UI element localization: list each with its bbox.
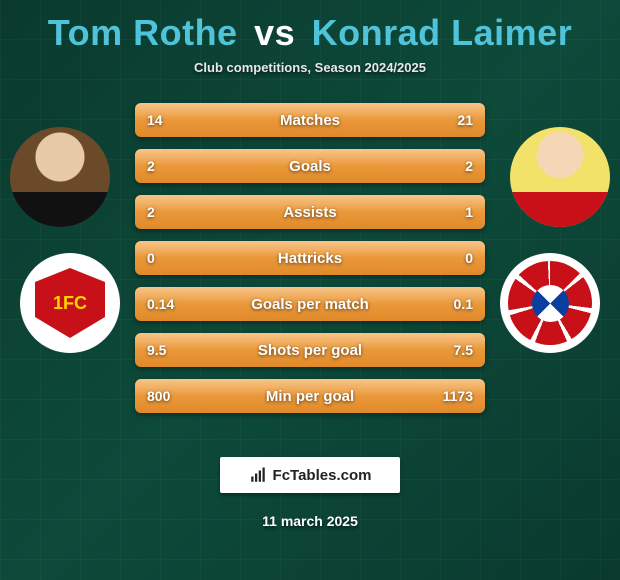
stat-value-left: 0.14 <box>147 296 174 312</box>
player2-name: Konrad Laimer <box>312 12 573 53</box>
stat-value-right: 1173 <box>443 388 473 404</box>
stat-row: 0 Hattricks 0 <box>135 241 485 275</box>
player1-photo-placeholder <box>10 127 110 227</box>
stat-row: 0.14 Goals per match 0.1 <box>135 287 485 321</box>
comparison-title: Tom Rothe vs Konrad Laimer <box>0 0 620 54</box>
comparison-stage: 1FC 14 Matches 21 2 Goals 2 2 Assists 1 0 Hattrick… <box>0 103 620 443</box>
stat-row: 800 Min per goal 1173 <box>135 379 485 413</box>
stat-label: Hattricks <box>278 250 342 267</box>
subtitle: Club competitions, Season 2024/2025 <box>0 60 620 75</box>
stat-label: Matches <box>280 112 340 129</box>
stat-value-right: 2 <box>465 158 473 174</box>
chart-icon <box>249 466 267 484</box>
player2-photo-placeholder <box>510 127 610 227</box>
stat-row: 2 Goals 2 <box>135 149 485 183</box>
player1-club-logo: 1FC <box>20 253 120 353</box>
stat-value-left: 2 <box>147 158 155 174</box>
stats-bars: 14 Matches 21 2 Goals 2 2 Assists 1 0 Hattricks 0 0.… <box>135 103 485 425</box>
stat-label: Goals <box>289 158 331 175</box>
stat-value-right: 21 <box>457 112 473 128</box>
stat-value-right: 0.1 <box>454 296 473 312</box>
stat-value-right: 7.5 <box>454 342 473 358</box>
stat-value-left: 0 <box>147 250 155 266</box>
player1-name: Tom Rothe <box>48 12 238 53</box>
stat-value-right: 0 <box>465 250 473 266</box>
stat-label: Min per goal <box>266 388 354 405</box>
bayern-munich-badge <box>508 261 592 345</box>
site-badge: FcTables.com <box>220 457 400 493</box>
player1-photo <box>10 127 110 227</box>
stat-value-left: 9.5 <box>147 342 166 358</box>
stat-value-left: 800 <box>147 388 170 404</box>
stat-row: 9.5 Shots per goal 7.5 <box>135 333 485 367</box>
union-berlin-badge: 1FC <box>35 268 105 338</box>
stat-row: 2 Assists 1 <box>135 195 485 229</box>
site-name: FcTables.com <box>273 467 372 484</box>
stat-row: 14 Matches 21 <box>135 103 485 137</box>
stat-label: Goals per match <box>251 296 369 313</box>
footer-date: 11 march 2025 <box>0 513 620 529</box>
stat-label: Shots per goal <box>258 342 362 359</box>
player2-photo <box>510 127 610 227</box>
vs-text: vs <box>254 12 295 53</box>
stat-value-right: 1 <box>465 204 473 220</box>
stat-value-left: 14 <box>147 112 163 128</box>
stat-label: Assists <box>283 204 336 221</box>
player2-club-logo <box>500 253 600 353</box>
stat-value-left: 2 <box>147 204 155 220</box>
